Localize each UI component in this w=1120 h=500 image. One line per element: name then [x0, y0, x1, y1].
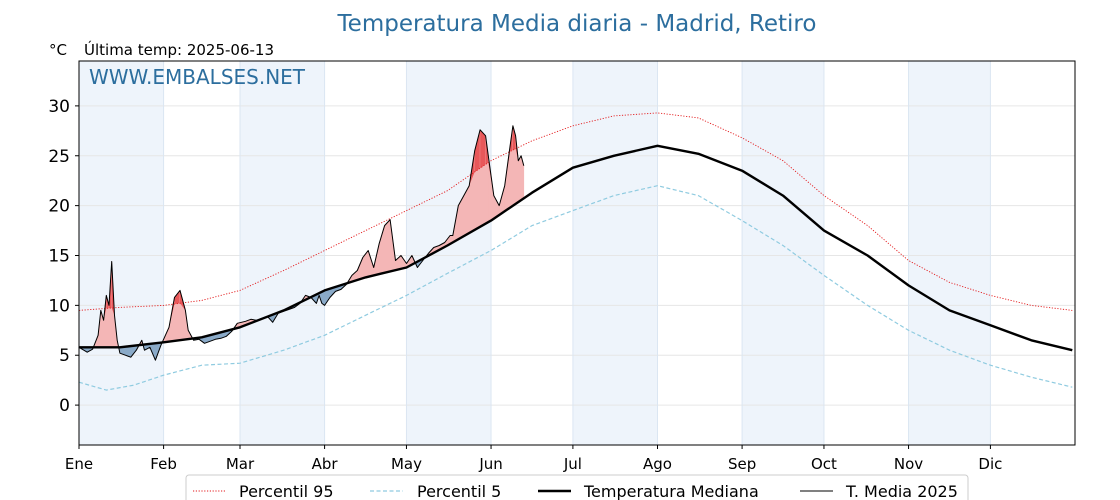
series-lines — [78, 112, 1073, 391]
legend: Percentil 95 Percentil 5 Temperatura Media… — [185, 474, 969, 500]
month-band-jul — [572, 61, 658, 445]
legend-label-1: Percentil 5 — [417, 482, 501, 500]
x-tick-label-nov: Nov — [894, 455, 923, 473]
x-tick-label-jun: Jun — [478, 455, 502, 473]
x-tick-label-may: May — [391, 455, 422, 473]
legend-label-0: Percentil 95 — [239, 482, 334, 500]
chart-title: Temperatura Media diaria - Madrid, Retir… — [337, 11, 817, 37]
x-tick-label-jul: Jul — [563, 455, 582, 473]
y-tick-label-30: 30 — [48, 97, 70, 117]
month-band-mar — [239, 61, 325, 445]
fill-above-median — [384, 218, 391, 274]
x-tick-label-ene: Ene — [65, 455, 93, 473]
series-line-percentil-5 — [78, 185, 1073, 391]
fill-above-median — [518, 155, 522, 203]
series-line-t-media-2025 — [78, 125, 525, 361]
last-temp-label: Última temp: 2025-06-13 — [84, 40, 274, 59]
x-tick-label-feb: Feb — [150, 455, 177, 473]
unit-label: °C — [49, 41, 67, 59]
x-tick-label-abr: Abr — [312, 455, 339, 473]
fill-above-p95 — [512, 125, 516, 151]
y-tick-label-0: 0 — [59, 396, 70, 416]
watermark: WWW.EMBALSES.NET — [89, 65, 306, 89]
series-line-percentil-95 — [78, 112, 1073, 311]
y-tick-label-20: 20 — [48, 197, 70, 217]
legend-box — [185, 474, 969, 500]
plot-frame — [78, 60, 1076, 446]
series-line-temperatura-mediana — [79, 144, 1073, 352]
month-band-may — [406, 61, 492, 445]
x-axis-ticks: Ene Feb Mar Abr May Jun Jul Ago Sep Oct Nov Dic — [65, 445, 1002, 473]
fill-above-p95 — [480, 129, 486, 169]
x-tick-label-mar: Mar — [226, 455, 255, 473]
y-tick-label-25: 25 — [48, 147, 70, 167]
month-band-ene — [79, 61, 164, 445]
legend-label-3: T. Media 2025 — [845, 482, 958, 500]
month-band-nov — [908, 61, 991, 445]
plot-background — [79, 61, 1075, 445]
x-tick-label-dic: Dic — [978, 455, 1002, 473]
legend-label-2: Temperatura Mediana — [583, 482, 759, 500]
x-tick-label-oct: Oct — [811, 455, 837, 473]
x-tick-label-ago: Ago — [643, 455, 672, 473]
grid-lines — [78, 61, 1075, 445]
y-tick-label-10: 10 — [48, 296, 70, 316]
fill-above-p95 — [474, 129, 481, 172]
y-tick-label-15: 15 — [48, 246, 70, 266]
month-band-sep — [742, 61, 824, 445]
fill-above-p95 — [174, 290, 180, 304]
y-tick-label-5: 5 — [59, 346, 70, 366]
plot-border — [78, 60, 1076, 446]
x-tick-label-sep: Sep — [728, 455, 756, 473]
y-axis-ticks: 0 5 10 15 20 25 30 — [48, 97, 79, 416]
